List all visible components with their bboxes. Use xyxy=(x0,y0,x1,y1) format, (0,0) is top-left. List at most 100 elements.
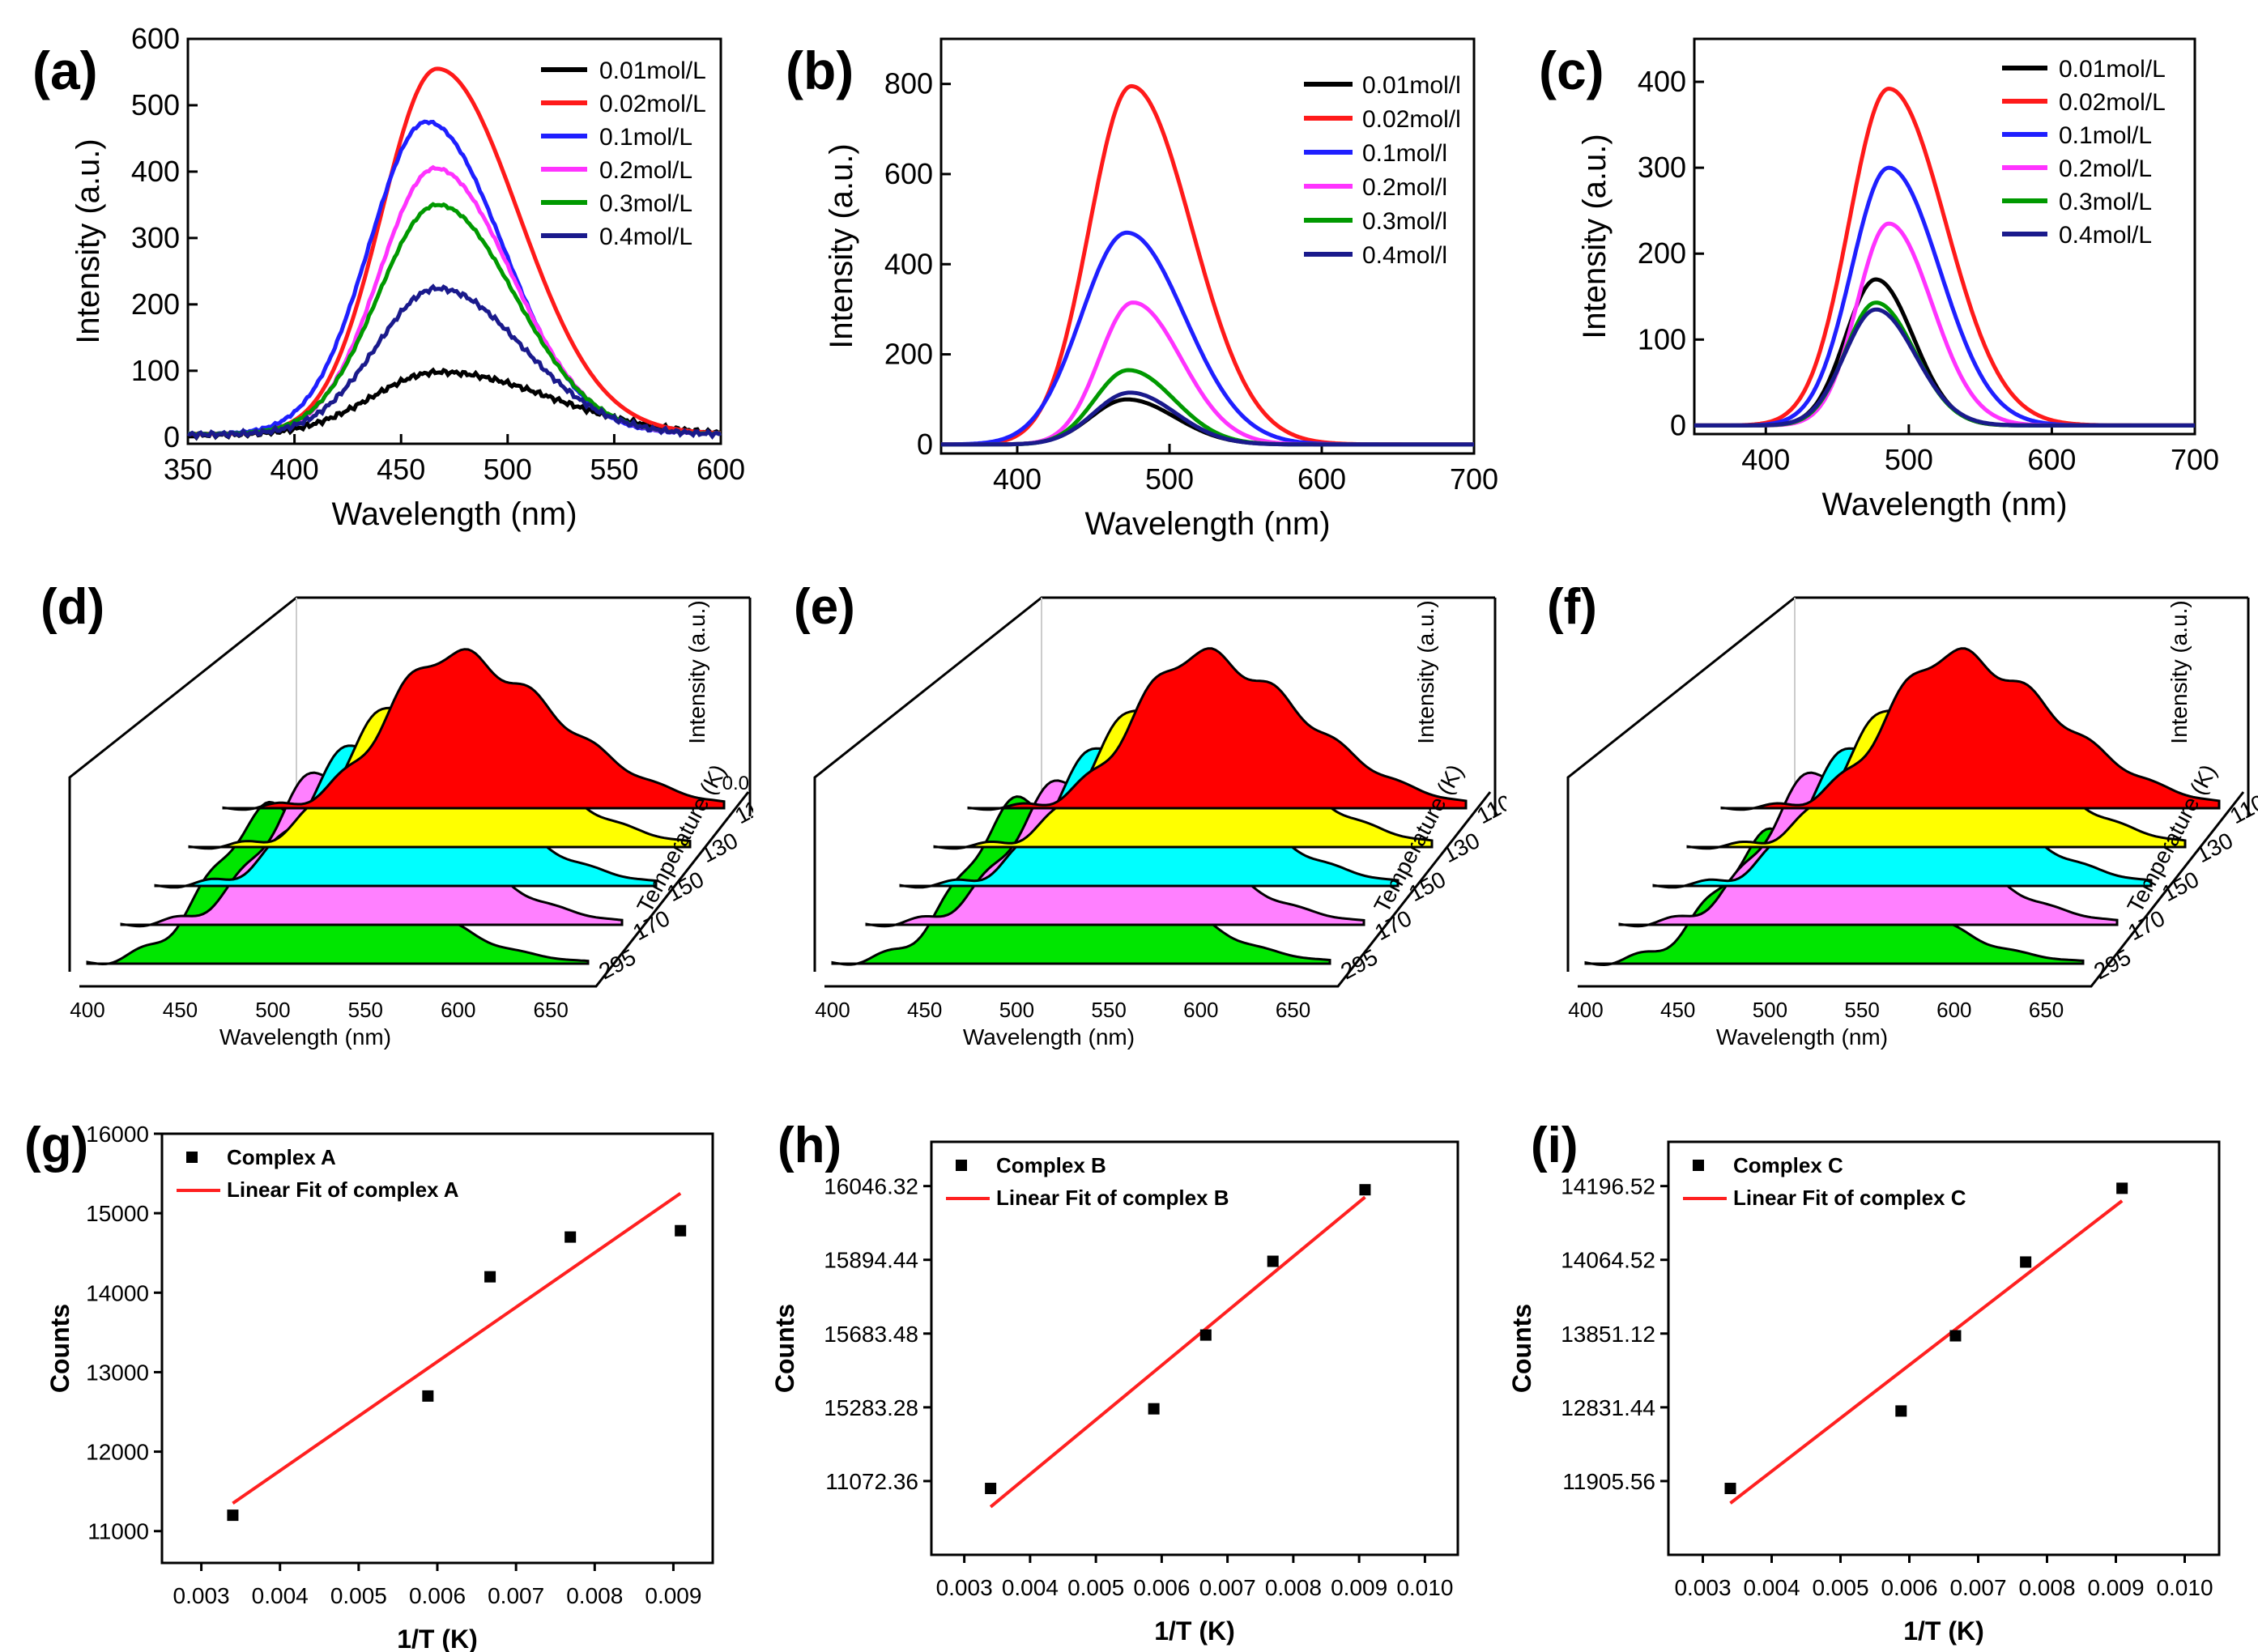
y-tick-label: 14064.52 xyxy=(1561,1248,1655,1273)
panel-label: (f) xyxy=(1547,579,1597,635)
x-tick-label: 650 xyxy=(1276,998,1310,1022)
legend-label: 0.01mol/L xyxy=(599,57,706,84)
x-tick-label: 600 xyxy=(1936,998,1971,1022)
y-tick-label: 100 xyxy=(1638,322,1686,356)
x-tick-label: 0.003 xyxy=(936,1575,993,1600)
x-tick-label: 550 xyxy=(1844,998,1879,1022)
legend-label: 0.01mol/l xyxy=(1362,72,1461,99)
legend-label: 0.4mol/l xyxy=(1362,242,1447,269)
y-tick-label: 14000 xyxy=(86,1280,149,1305)
x-tick-label: 0.004 xyxy=(252,1583,309,1608)
data-point xyxy=(2116,1182,2128,1194)
panel-i: (i) 0.003 0.004 0.005 0.006 0.007 0.008 0.009 0.… xyxy=(1507,1118,2221,1646)
x-tick-label: 400 xyxy=(815,998,850,1022)
x-tick-label: 400 xyxy=(1568,998,1603,1022)
plot-frame xyxy=(186,37,722,445)
y-tick-label: 12831.44 xyxy=(1561,1395,1655,1420)
series-line xyxy=(1694,300,2195,428)
x-tick-label: 550 xyxy=(1091,998,1126,1022)
y-tick-label: 0 xyxy=(1670,408,1686,441)
legend-label: Complex C xyxy=(1733,1153,1843,1177)
x-tick-label: 500 xyxy=(484,453,532,486)
data-point xyxy=(1359,1184,1371,1196)
y-axis-label: Counts xyxy=(1507,1304,1536,1393)
y-tick-label: 200 xyxy=(1638,236,1686,270)
series-line xyxy=(1694,307,2195,428)
x-tick-label: 0.008 xyxy=(1265,1575,1322,1600)
panel-label: (h) xyxy=(778,1118,841,1173)
y-tick-label: 600 xyxy=(884,157,933,190)
x-tick-label: 450 xyxy=(163,998,198,1022)
panel-label: (e) xyxy=(794,579,855,635)
fit-line xyxy=(232,1191,682,1505)
y-tick-label: 15683.48 xyxy=(824,1322,918,1347)
x-tick-label: 450 xyxy=(1660,998,1695,1022)
legend-label: 0.4mol/L xyxy=(2059,222,2152,249)
data-point xyxy=(1895,1405,1907,1417)
box-outline xyxy=(68,596,750,972)
panel-h: (h) 0.003 0.004 0.005 0.006 0.007 0.008 0.009 0.… xyxy=(770,1118,1459,1646)
x-tick-label: 0.005 xyxy=(1067,1575,1124,1600)
x-axis-label: 1/T (K) xyxy=(1903,1616,1984,1646)
box-outline xyxy=(813,596,1495,972)
x-tick-label: 700 xyxy=(1450,462,1498,496)
y-tick-label: 0 xyxy=(917,428,933,461)
x-tick-label: 0.010 xyxy=(1396,1575,1453,1600)
series-line xyxy=(941,397,1474,447)
base-axis xyxy=(1578,791,2245,988)
panel-label: (g) xyxy=(24,1118,88,1173)
x-axis-label: Wavelength (nm) xyxy=(1716,1024,1888,1050)
x-tick-label: 0.009 xyxy=(645,1583,701,1608)
x-tick-label: 600 xyxy=(2027,443,2076,476)
data-point xyxy=(227,1509,239,1522)
plot-frame xyxy=(939,37,1476,455)
y-tick-label: 16046.32 xyxy=(824,1174,918,1199)
y-tick-label: 400 xyxy=(1638,65,1686,98)
legend-label: 0.02mol/L xyxy=(599,91,706,117)
y-tick-label: 500 xyxy=(131,88,180,121)
y-tick-label: 11072.36 xyxy=(825,1469,918,1494)
x-tick-label: 0.006 xyxy=(1133,1575,1190,1600)
x-tick-label: 450 xyxy=(907,998,942,1022)
waterfall-layer xyxy=(1720,647,2221,811)
legend-label: 0.02mol/l xyxy=(1362,106,1461,133)
x-axis-label: Wavelength (nm) xyxy=(1084,506,1330,542)
x-tick-label: 600 xyxy=(441,998,475,1022)
x-tick-label: 700 xyxy=(2171,443,2219,476)
x-tick-label: 450 xyxy=(377,453,425,486)
legend-label: Linear Fit of complex B xyxy=(996,1186,1229,1210)
x-tick-label: 0.003 xyxy=(1674,1575,1731,1600)
legend-marker xyxy=(956,1160,967,1171)
y-tick-label: 16000 xyxy=(86,1122,149,1147)
data-point xyxy=(1199,1329,1212,1341)
y-axis-label: Counts xyxy=(770,1304,799,1393)
legend-label: 0.1mol/L xyxy=(2059,122,2152,149)
x-axis-label: Wavelength (nm) xyxy=(219,1024,391,1050)
y-tick-label: 200 xyxy=(131,287,180,321)
legend-label: 0.02mol/L xyxy=(2059,89,2166,116)
legend-label: 0.2mol/L xyxy=(2059,155,2152,182)
x-tick-label: 0.009 xyxy=(1331,1575,1387,1600)
base-axis xyxy=(824,791,1492,988)
panel-b: (b) 400 500 600 700 0 200 400 600 800 Wavelength (… xyxy=(786,37,1498,542)
x-axis-label: Wavelength (nm) xyxy=(963,1024,1135,1050)
legend-marker xyxy=(186,1152,198,1163)
y-axis-label: Intensity (a.u.) xyxy=(1413,600,1438,743)
legend-label: 0.2mol/L xyxy=(599,157,692,184)
x-tick-label: 650 xyxy=(2029,998,2064,1022)
x-tick-label: 0.008 xyxy=(566,1583,623,1608)
series-line xyxy=(187,283,722,441)
intensity-tick-label: 0.0 xyxy=(722,773,749,794)
fit-line xyxy=(1729,1199,2124,1505)
waterfall-layer xyxy=(222,648,726,811)
panel-a: (a) 350 400 450 500 550 600 0 100 200 300 400 500 600… xyxy=(32,22,745,532)
x-tick-label: 0.006 xyxy=(1881,1575,1937,1600)
series-line xyxy=(1694,277,2195,428)
x-tick-label: 500 xyxy=(255,998,290,1022)
panel-c: (c) 400 500 600 700 0 100 200 300 400 Wavelength (… xyxy=(1539,37,2219,522)
y-tick-label: 12000 xyxy=(86,1440,149,1465)
panel-label: (d) xyxy=(40,579,104,635)
x-tick-label: 0.005 xyxy=(330,1583,387,1608)
y-axis-label: Intensity (a.u.) xyxy=(1577,134,1613,338)
